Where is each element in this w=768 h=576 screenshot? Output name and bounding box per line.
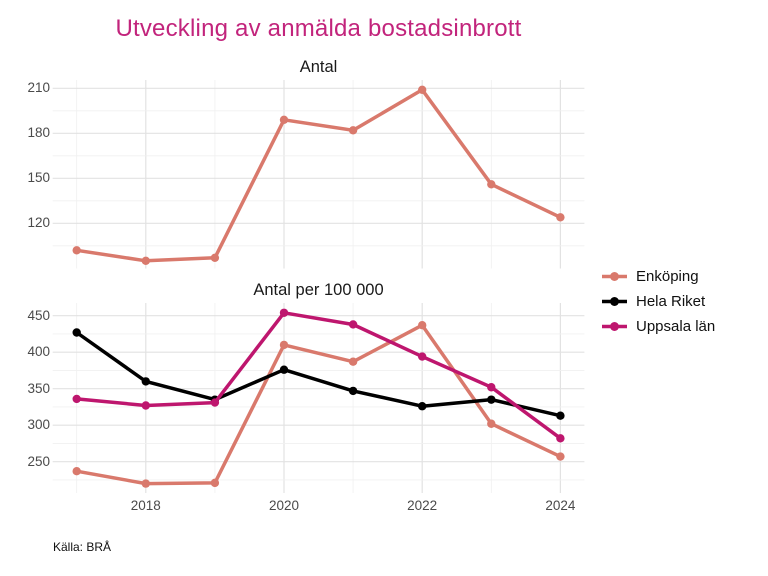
data-point bbox=[348, 386, 358, 396]
data-point bbox=[556, 434, 565, 443]
y-tick-label: 300 bbox=[27, 417, 50, 433]
legend-item: Enköping bbox=[601, 264, 715, 289]
series-line-enköping bbox=[74, 323, 563, 486]
series-line-uppsala-län bbox=[74, 311, 563, 441]
series-line-hela-riket bbox=[74, 330, 563, 418]
x-tick-label: 2022 bbox=[407, 498, 438, 513]
data-point bbox=[141, 377, 150, 386]
legend-label: Enköping bbox=[636, 268, 699, 285]
data-point bbox=[418, 85, 427, 95]
data-point bbox=[141, 256, 150, 265]
legend-line-dot-icon bbox=[602, 272, 627, 281]
x-tick-label: 2018 bbox=[130, 498, 161, 513]
y-tick-label: 350 bbox=[27, 380, 50, 396]
data-point bbox=[348, 357, 358, 366]
data-point bbox=[418, 320, 427, 330]
data-point bbox=[279, 365, 289, 374]
x-tick-label: 2024 bbox=[545, 498, 576, 513]
y-tick-label: 400 bbox=[27, 344, 50, 360]
x-tick-label: 2020 bbox=[268, 498, 300, 513]
y-tick-label: 210 bbox=[27, 80, 50, 96]
panel-title-antal: Antal bbox=[299, 58, 338, 76]
data-point bbox=[72, 466, 81, 476]
data-point bbox=[556, 452, 565, 461]
y-tick-label: 120 bbox=[27, 215, 50, 231]
legend: Enköping Hela Riket Uppsala län bbox=[601, 264, 715, 339]
data-point bbox=[72, 246, 81, 255]
y-tick-label: 180 bbox=[27, 125, 50, 141]
data-point bbox=[348, 320, 358, 329]
y-tick-label: 250 bbox=[27, 453, 50, 469]
data-point bbox=[487, 395, 496, 404]
legend-item: Hela Riket bbox=[601, 289, 715, 314]
series-line-enköping bbox=[74, 88, 563, 263]
data-point bbox=[556, 213, 565, 222]
data-point bbox=[279, 115, 289, 125]
data-point bbox=[279, 308, 289, 317]
data-point bbox=[210, 398, 220, 407]
data-point bbox=[210, 253, 220, 262]
chart-title: Utveckling av anmälda bostadsinbrott bbox=[115, 15, 522, 42]
data-point bbox=[141, 479, 150, 488]
data-point bbox=[141, 401, 150, 410]
data-point bbox=[279, 340, 289, 350]
caption: Källa: BRÅ bbox=[53, 540, 112, 554]
data-point bbox=[348, 126, 358, 135]
data-point bbox=[487, 419, 496, 428]
data-point bbox=[418, 352, 427, 361]
data-point bbox=[210, 478, 220, 488]
data-point bbox=[556, 411, 565, 420]
legend-label: Uppsala län bbox=[636, 318, 716, 335]
data-point bbox=[487, 383, 496, 392]
legend-label: Hela Riket bbox=[636, 293, 706, 310]
data-point bbox=[487, 180, 496, 189]
data-point bbox=[72, 328, 81, 337]
legend-line-dot-icon bbox=[602, 297, 627, 306]
data-point bbox=[418, 402, 427, 411]
legend-line-dot-icon bbox=[602, 322, 627, 331]
panel-title-per-100000: Antal per 100 000 bbox=[253, 281, 384, 299]
legend-item: Uppsala län bbox=[601, 314, 715, 339]
y-tick-label: 450 bbox=[27, 307, 50, 323]
data-point bbox=[72, 394, 81, 404]
y-tick-label: 150 bbox=[27, 170, 50, 186]
